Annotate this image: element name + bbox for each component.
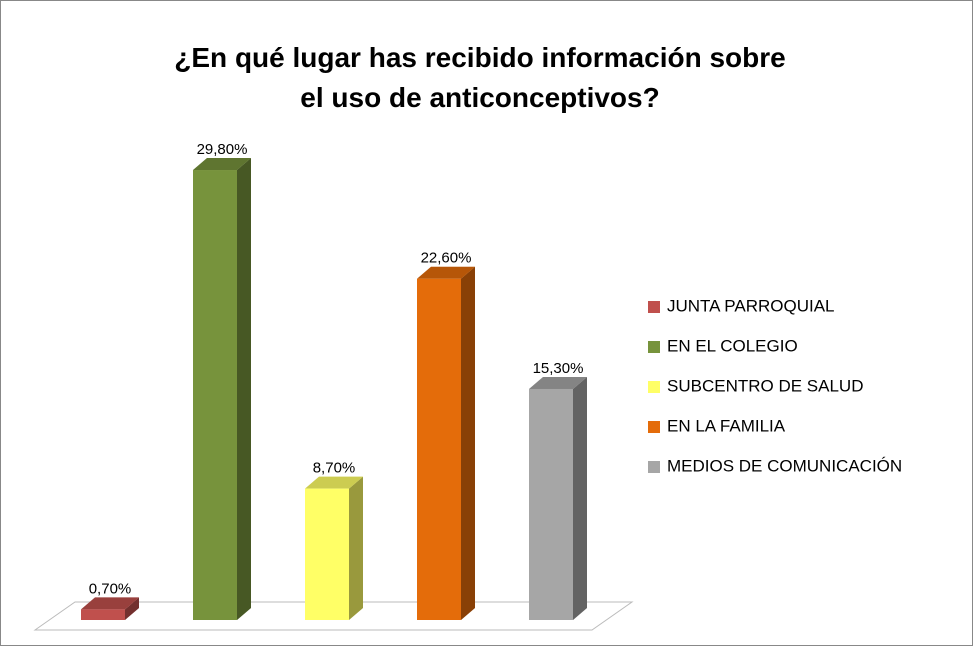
bar-side <box>573 376 587 620</box>
bar-top <box>417 266 475 279</box>
legend-swatch <box>648 461 660 473</box>
legend-label: SUBCENTRO DE SALUD <box>667 376 863 395</box>
floor <box>33 601 634 631</box>
bar-side <box>461 266 475 620</box>
legend-swatch <box>648 301 660 313</box>
legend-label: EN LA FAMILIA <box>667 416 786 435</box>
bar-side-shade <box>125 597 139 620</box>
bar-side-shade <box>573 376 587 620</box>
bar-top <box>193 158 251 171</box>
bar <box>193 170 237 620</box>
legend-swatch <box>648 421 660 433</box>
bar-top <box>305 476 363 489</box>
legend-label: EN EL COLEGIO <box>667 336 798 355</box>
value-label: 22,60% <box>421 250 472 267</box>
legend-swatch <box>648 341 660 353</box>
bar-top <box>529 376 587 389</box>
bar-side <box>125 597 139 620</box>
bar-side <box>237 158 251 620</box>
value-label: 15,30% <box>533 360 584 377</box>
legend-label: MEDIOS DE COMUNICACIÓN <box>667 456 902 475</box>
bar-top-shade <box>417 266 475 279</box>
value-label: 29,80% <box>197 141 248 158</box>
legend-label: JUNTA PARROQUIAL <box>667 296 835 315</box>
bar-top-shade <box>81 597 139 610</box>
bar <box>305 488 349 620</box>
value-label: 0,70% <box>89 580 132 597</box>
bar-top <box>81 597 139 610</box>
bar <box>417 278 461 620</box>
bar-top-shade <box>529 376 587 389</box>
bar-top-shade <box>193 158 251 171</box>
bar <box>81 609 125 620</box>
chart-title: ¿En qué lugar has recibido información s… <box>174 42 785 113</box>
bar-top-shade <box>305 476 363 489</box>
bar-side-shade <box>349 476 363 620</box>
bar-side <box>349 476 363 620</box>
bar-side-shade <box>237 158 251 620</box>
value-label: 8,70% <box>313 460 356 477</box>
legend-swatch <box>648 381 660 393</box>
bar-side-shade <box>461 266 475 620</box>
bar <box>529 388 573 620</box>
